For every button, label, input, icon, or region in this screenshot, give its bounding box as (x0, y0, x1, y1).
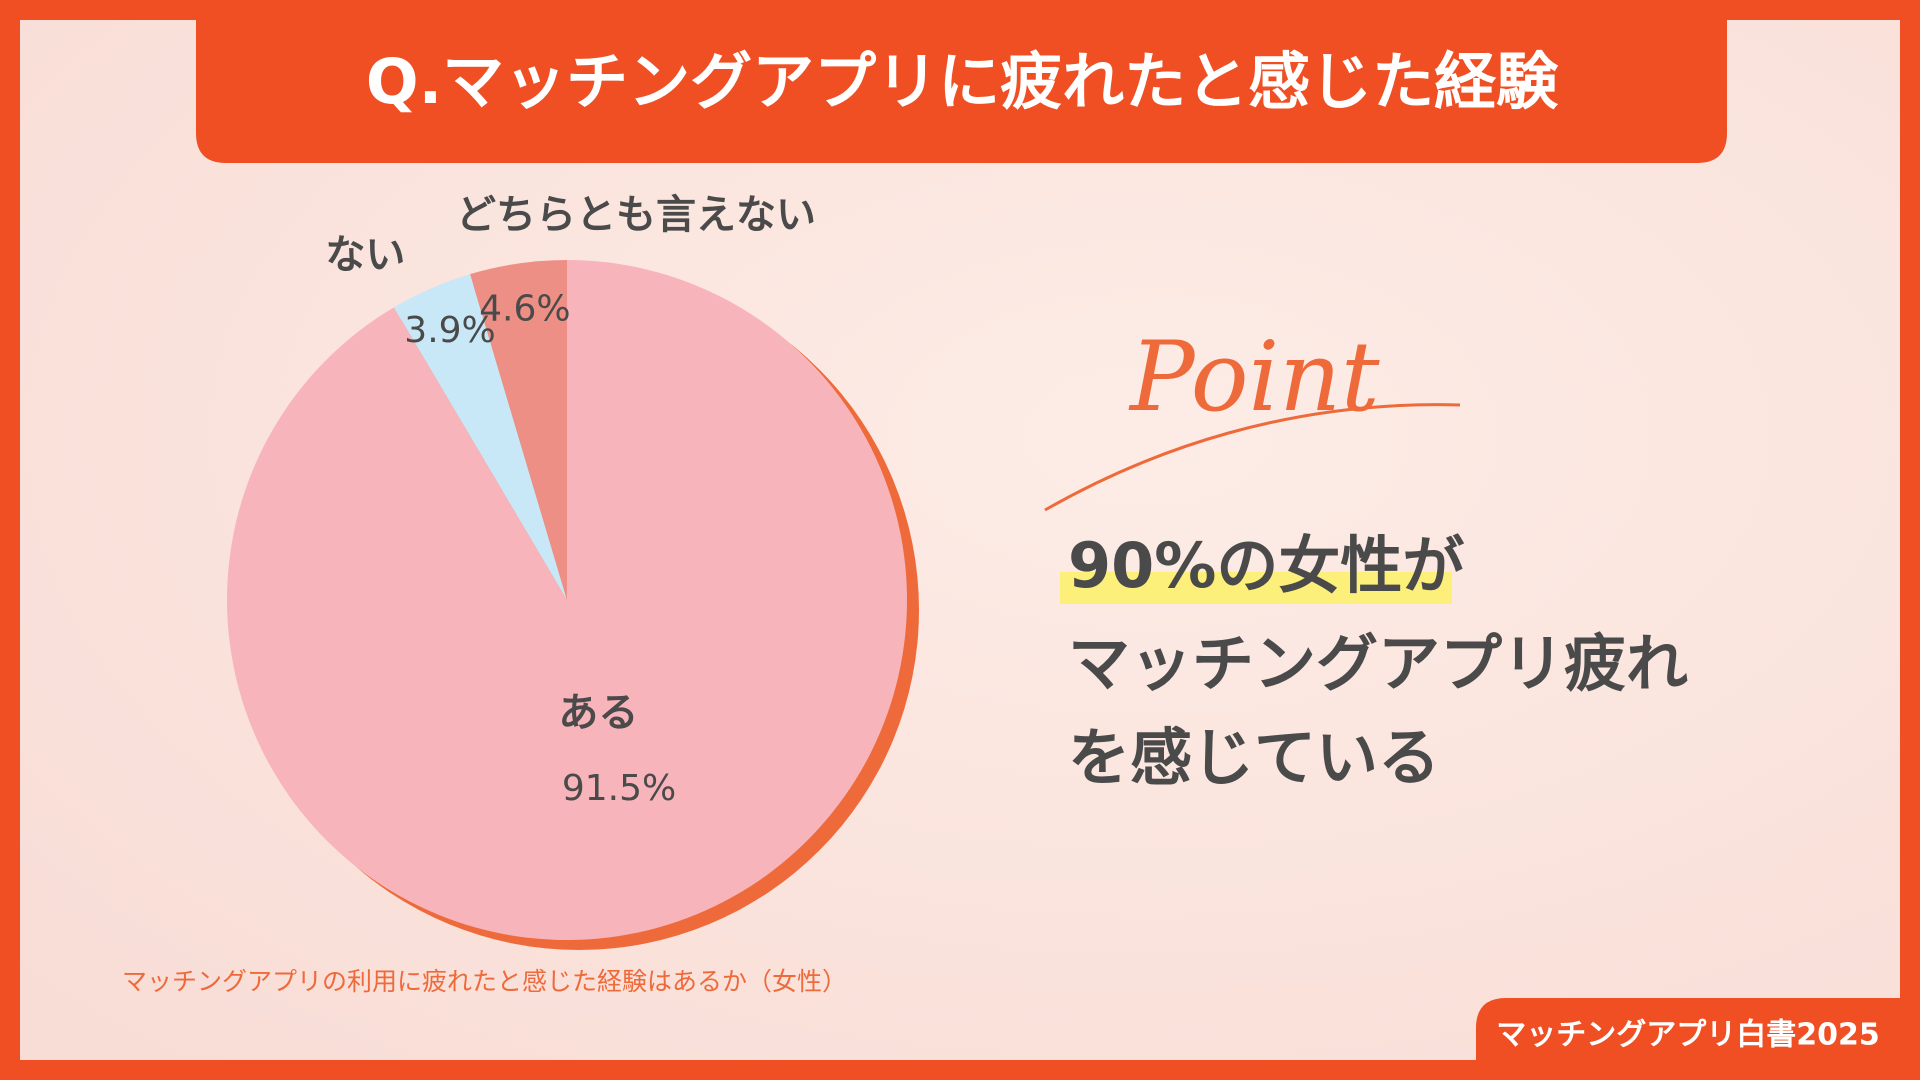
message-line: マッチングアプリ疲れ (1068, 627, 1688, 700)
category-label: ない (325, 232, 405, 278)
message-text: が (1402, 529, 1464, 602)
brand: マッチングアプリ白書2025 (1496, 1018, 1880, 1053)
message-highlight: 90%の女性 (1068, 529, 1402, 602)
message-line: 90%の女性が (1068, 529, 1464, 602)
value-label: 4.6% (479, 289, 570, 330)
caption: マッチングアプリの利用に疲れたと感じた経験はあるか（女性） (122, 967, 847, 996)
category-label: ある (558, 690, 638, 736)
pie-slice (470, 260, 567, 600)
point-label: Point (1128, 321, 1380, 433)
value-label: 91.5% (562, 768, 676, 809)
message-line: を感じている (1068, 721, 1440, 794)
point-swoosh (1044, 403, 1461, 512)
value-label: 3.9% (404, 310, 495, 351)
title-bar (196, 0, 1727, 163)
chart-title: Q.マッチングアプリに疲れたと感じた経験 (366, 45, 1559, 118)
highlight-marker (1060, 572, 1452, 604)
pie: 91.5% ある 3.9% ない 4.6% どちらとも言えない (226, 192, 919, 950)
pie-slice (393, 274, 567, 600)
category-label: どちらとも言えない (456, 192, 816, 238)
brand-tab (1476, 998, 1900, 1080)
